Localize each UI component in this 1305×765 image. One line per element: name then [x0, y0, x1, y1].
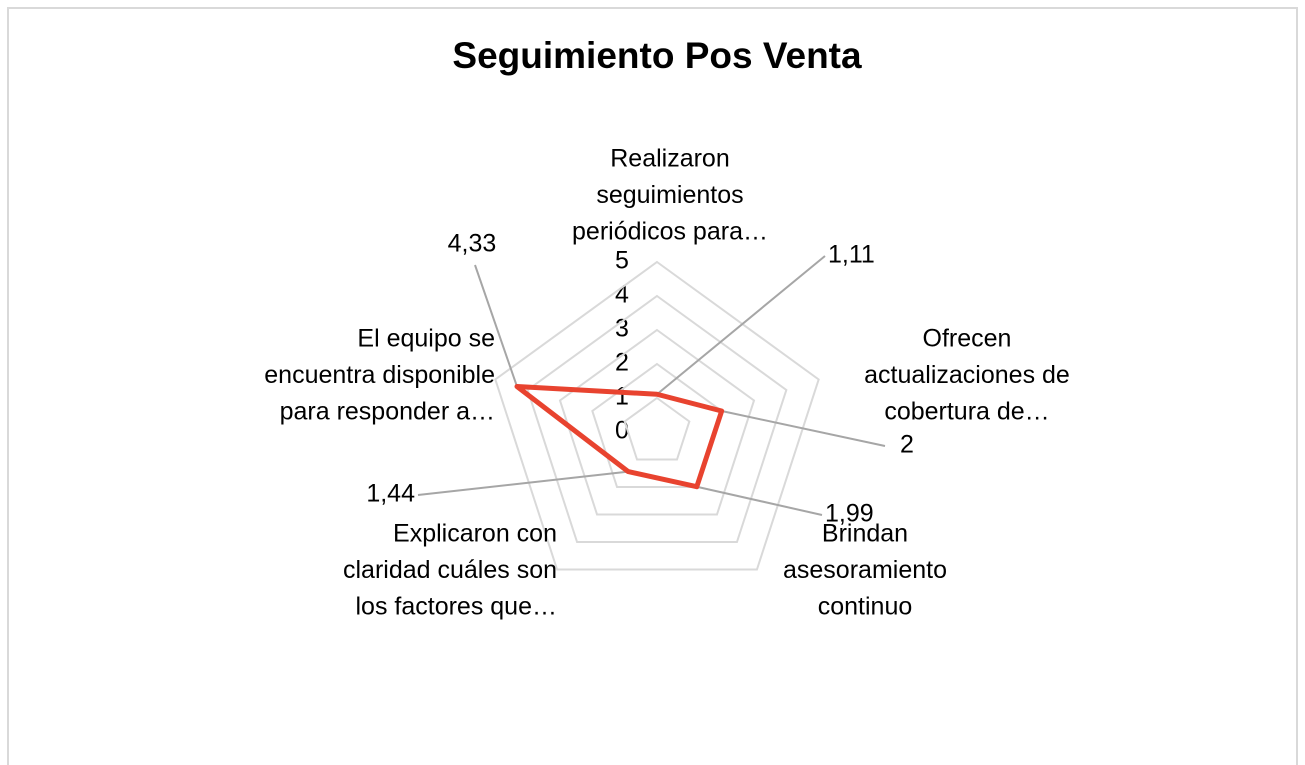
data-label: 4,33: [448, 230, 497, 258]
grid-ring: [591, 362, 723, 489]
r-tick-label: 4: [615, 281, 629, 309]
category-label: cobertura de…: [884, 398, 1049, 426]
category-label: claridad cuáles son: [343, 556, 557, 584]
data-label: 1,11: [828, 241, 875, 269]
leader-line: [656, 255, 826, 396]
category-label: continuo: [818, 593, 913, 621]
category-label: actualizaciones de: [864, 361, 1070, 389]
chart-border: [7, 7, 1298, 765]
r-tick-label: 2: [615, 349, 629, 377]
series-line: [514, 384, 725, 490]
category-label: Explicaron con: [393, 520, 557, 548]
category-label: Brindan: [822, 520, 908, 548]
category-label: Realizaron: [610, 145, 730, 173]
leader-line: [696, 485, 823, 516]
grid-ring: [526, 294, 788, 544]
category-label: El equipo se: [357, 325, 495, 353]
category-label: para responder a…: [280, 398, 495, 426]
data-label: 1,44: [366, 480, 415, 508]
grid-ring: [494, 260, 820, 571]
data-label: 2: [900, 431, 914, 459]
grid-ring: [623, 396, 691, 461]
category-label: Ofrecen: [923, 325, 1012, 353]
r-tick-label: 3: [615, 315, 629, 343]
data-label: 1,99: [825, 500, 874, 528]
category-label: encuentra disponible: [264, 361, 495, 389]
category-label: seguimientos: [596, 181, 743, 209]
leader-line: [474, 264, 518, 387]
leader-line: [417, 470, 629, 496]
category-label: asesoramiento: [783, 556, 947, 584]
leader-line: [721, 410, 886, 447]
category-label: periódicos para…: [572, 218, 768, 246]
r-tick-label: 5: [615, 247, 629, 275]
chart-title: Seguimiento Pos Venta: [452, 35, 862, 76]
r-tick-label: 1: [615, 383, 629, 411]
category-label: los factores que…: [356, 593, 558, 621]
